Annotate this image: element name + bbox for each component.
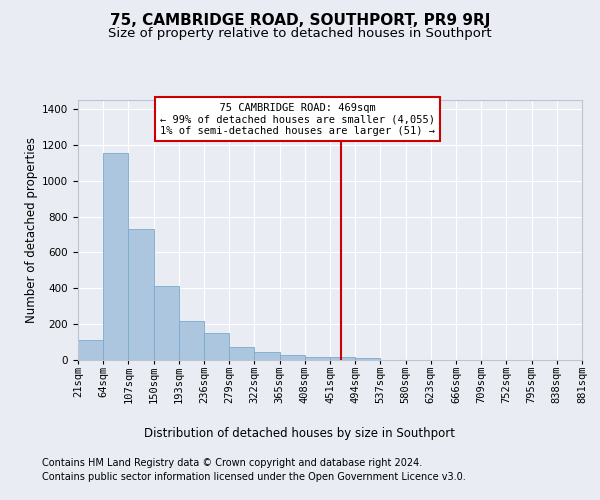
Bar <box>154 286 179 360</box>
Text: Contains public sector information licensed under the Open Government Licence v3: Contains public sector information licen… <box>42 472 466 482</box>
Bar <box>305 358 330 360</box>
Bar <box>254 352 280 360</box>
Bar <box>229 348 254 360</box>
Bar <box>330 358 355 360</box>
Bar <box>355 358 380 360</box>
Bar <box>280 354 305 360</box>
Text: Contains HM Land Registry data © Crown copyright and database right 2024.: Contains HM Land Registry data © Crown c… <box>42 458 422 468</box>
Y-axis label: Number of detached properties: Number of detached properties <box>25 137 38 323</box>
Text: 75 CAMBRIDGE ROAD: 469sqm  
← 99% of detached houses are smaller (4,055)
1% of s: 75 CAMBRIDGE ROAD: 469sqm ← 99% of detac… <box>160 102 435 136</box>
Text: Size of property relative to detached houses in Southport: Size of property relative to detached ho… <box>108 28 492 40</box>
Bar <box>204 333 229 360</box>
Bar <box>78 340 103 360</box>
Bar <box>103 153 128 360</box>
Bar <box>128 229 154 360</box>
Text: Distribution of detached houses by size in Southport: Distribution of detached houses by size … <box>145 428 455 440</box>
Text: 75, CAMBRIDGE ROAD, SOUTHPORT, PR9 9RJ: 75, CAMBRIDGE ROAD, SOUTHPORT, PR9 9RJ <box>110 12 490 28</box>
Bar <box>179 320 204 360</box>
